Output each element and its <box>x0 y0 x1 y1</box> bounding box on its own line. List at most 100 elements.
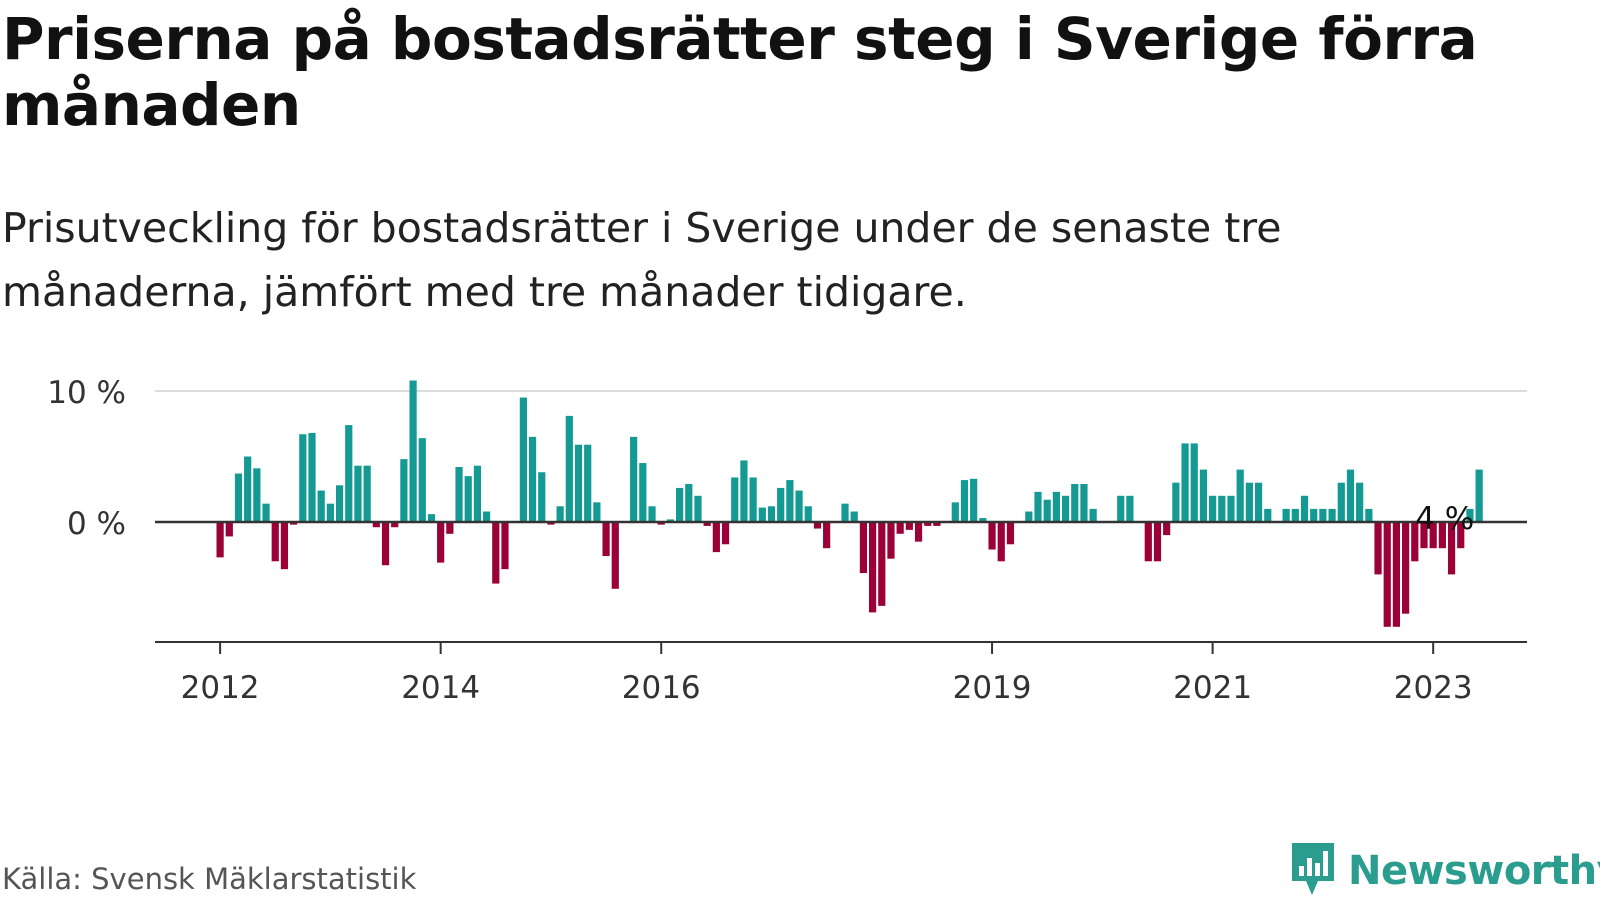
bar <box>1025 511 1033 522</box>
bar <box>1328 508 1336 522</box>
x-tick-label: 2012 <box>181 670 260 706</box>
bar <box>345 425 353 522</box>
bar <box>409 380 417 522</box>
bar <box>905 522 913 530</box>
x-tick-label: 2019 <box>953 670 1032 706</box>
bar <box>216 522 224 558</box>
bar <box>1199 469 1208 522</box>
bar <box>1429 522 1437 549</box>
bar <box>225 522 233 537</box>
bar <box>988 522 996 550</box>
bar <box>1227 495 1235 522</box>
bar <box>859 522 867 574</box>
bar <box>308 432 316 522</box>
bar <box>574 444 583 522</box>
bar <box>391 522 399 528</box>
chart-subtitle: Prisutveckling för bostadsrätter i Sveri… <box>2 204 1282 316</box>
bar <box>437 522 445 563</box>
y-tick-label: 0 % <box>67 506 126 542</box>
bar <box>1438 522 1446 549</box>
bar <box>970 478 978 522</box>
bar <box>887 522 895 559</box>
bar <box>1475 469 1483 522</box>
bar <box>694 495 702 522</box>
bar <box>1061 495 1070 522</box>
bar <box>1457 522 1465 549</box>
bar <box>1466 508 1474 522</box>
bar <box>1034 491 1042 522</box>
bar <box>685 484 693 522</box>
bar <box>804 506 812 522</box>
bar <box>666 519 675 522</box>
bar <box>914 522 923 542</box>
bar <box>823 522 831 549</box>
bar <box>326 503 334 522</box>
bar <box>1245 482 1253 522</box>
bar <box>1236 469 1244 522</box>
bar <box>1052 491 1060 522</box>
bar <box>538 472 546 522</box>
bar <box>1447 522 1456 575</box>
source-note: Källa: Svensk Mäklarstatistik <box>2 862 417 896</box>
bar <box>611 522 619 589</box>
bar <box>712 522 720 553</box>
bar <box>602 522 610 557</box>
bar <box>1310 508 1318 522</box>
bar <box>1209 495 1217 522</box>
bar <box>317 490 325 522</box>
bar <box>1392 522 1401 627</box>
bar <box>483 511 491 522</box>
bar <box>924 522 932 526</box>
bar <box>841 503 849 522</box>
bar <box>1071 484 1079 522</box>
bar <box>749 477 757 522</box>
bar <box>1117 495 1125 522</box>
bar <box>280 522 289 570</box>
bar <box>464 476 472 522</box>
bar <box>1006 522 1015 545</box>
bar <box>1411 522 1419 562</box>
bar <box>427 514 436 522</box>
bar <box>565 415 573 522</box>
bar <box>878 522 886 606</box>
bar <box>381 522 390 566</box>
bar <box>593 502 601 522</box>
bar <box>1126 495 1134 522</box>
bar <box>335 485 344 522</box>
bar <box>740 460 748 522</box>
bar <box>1181 443 1189 522</box>
bar <box>528 436 537 522</box>
bar <box>1420 522 1428 549</box>
x-tick-label: 2016 <box>622 670 701 706</box>
data-label: 4 % <box>1415 501 1474 537</box>
bar <box>1383 522 1391 627</box>
bar <box>262 503 270 522</box>
bar <box>519 397 527 522</box>
chart-title: Priserna på bostadsrätter steg i Sverige… <box>2 5 1478 139</box>
bar <box>868 522 877 613</box>
bar <box>648 506 656 522</box>
bar <box>492 522 500 584</box>
bar <box>1043 499 1051 522</box>
bar <box>960 480 969 522</box>
bar <box>1264 508 1272 522</box>
newsworthy-logo[interactable]: Newsworthy <box>1288 843 1600 899</box>
bar <box>1365 508 1373 522</box>
bar <box>997 522 1005 562</box>
bar <box>1144 522 1152 562</box>
bar <box>676 487 684 522</box>
bar <box>253 468 261 522</box>
bar <box>271 522 279 562</box>
bar <box>556 506 564 522</box>
y-tick-label: 10 % <box>47 375 126 411</box>
bar <box>473 465 482 522</box>
bar <box>795 490 803 522</box>
bar <box>290 522 298 525</box>
bar <box>1291 508 1299 522</box>
bar <box>777 487 785 522</box>
bar <box>446 522 454 534</box>
bar <box>1254 482 1263 522</box>
bar <box>786 480 794 522</box>
bar <box>1356 482 1364 522</box>
x-tick-label: 2021 <box>1173 670 1252 706</box>
